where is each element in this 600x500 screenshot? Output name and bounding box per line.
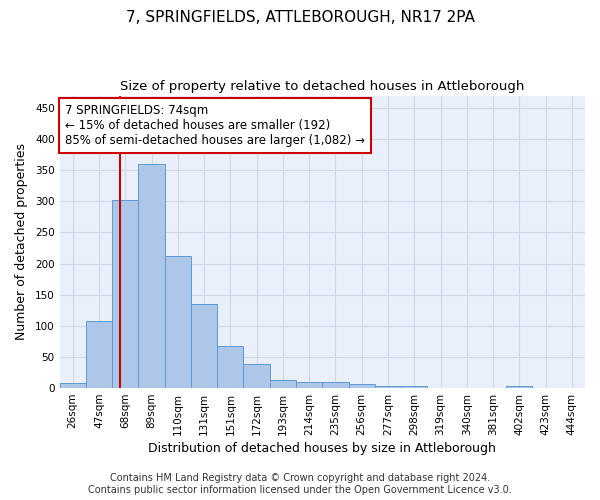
X-axis label: Distribution of detached houses by size in Attleborough: Distribution of detached houses by size … xyxy=(148,442,496,455)
Title: Size of property relative to detached houses in Attleborough: Size of property relative to detached ho… xyxy=(120,80,524,93)
Bar xyxy=(506,386,532,388)
Text: 7 SPRINGFIELDS: 74sqm
← 15% of detached houses are smaller (192)
85% of semi-det: 7 SPRINGFIELDS: 74sqm ← 15% of detached … xyxy=(65,104,365,148)
Bar xyxy=(270,380,296,388)
Bar xyxy=(112,200,139,388)
Bar xyxy=(349,384,375,388)
Bar xyxy=(164,256,191,388)
Bar xyxy=(191,304,217,388)
Bar xyxy=(59,383,86,388)
Bar xyxy=(244,364,270,388)
Bar xyxy=(86,321,112,388)
Bar xyxy=(401,386,427,388)
Text: Contains HM Land Registry data © Crown copyright and database right 2024.
Contai: Contains HM Land Registry data © Crown c… xyxy=(88,474,512,495)
Bar xyxy=(296,382,322,388)
Bar xyxy=(217,346,244,388)
Bar xyxy=(375,386,401,388)
Text: 7, SPRINGFIELDS, ATTLEBOROUGH, NR17 2PA: 7, SPRINGFIELDS, ATTLEBOROUGH, NR17 2PA xyxy=(125,10,475,25)
Bar xyxy=(139,164,164,388)
Y-axis label: Number of detached properties: Number of detached properties xyxy=(15,144,28,340)
Bar xyxy=(322,382,349,388)
